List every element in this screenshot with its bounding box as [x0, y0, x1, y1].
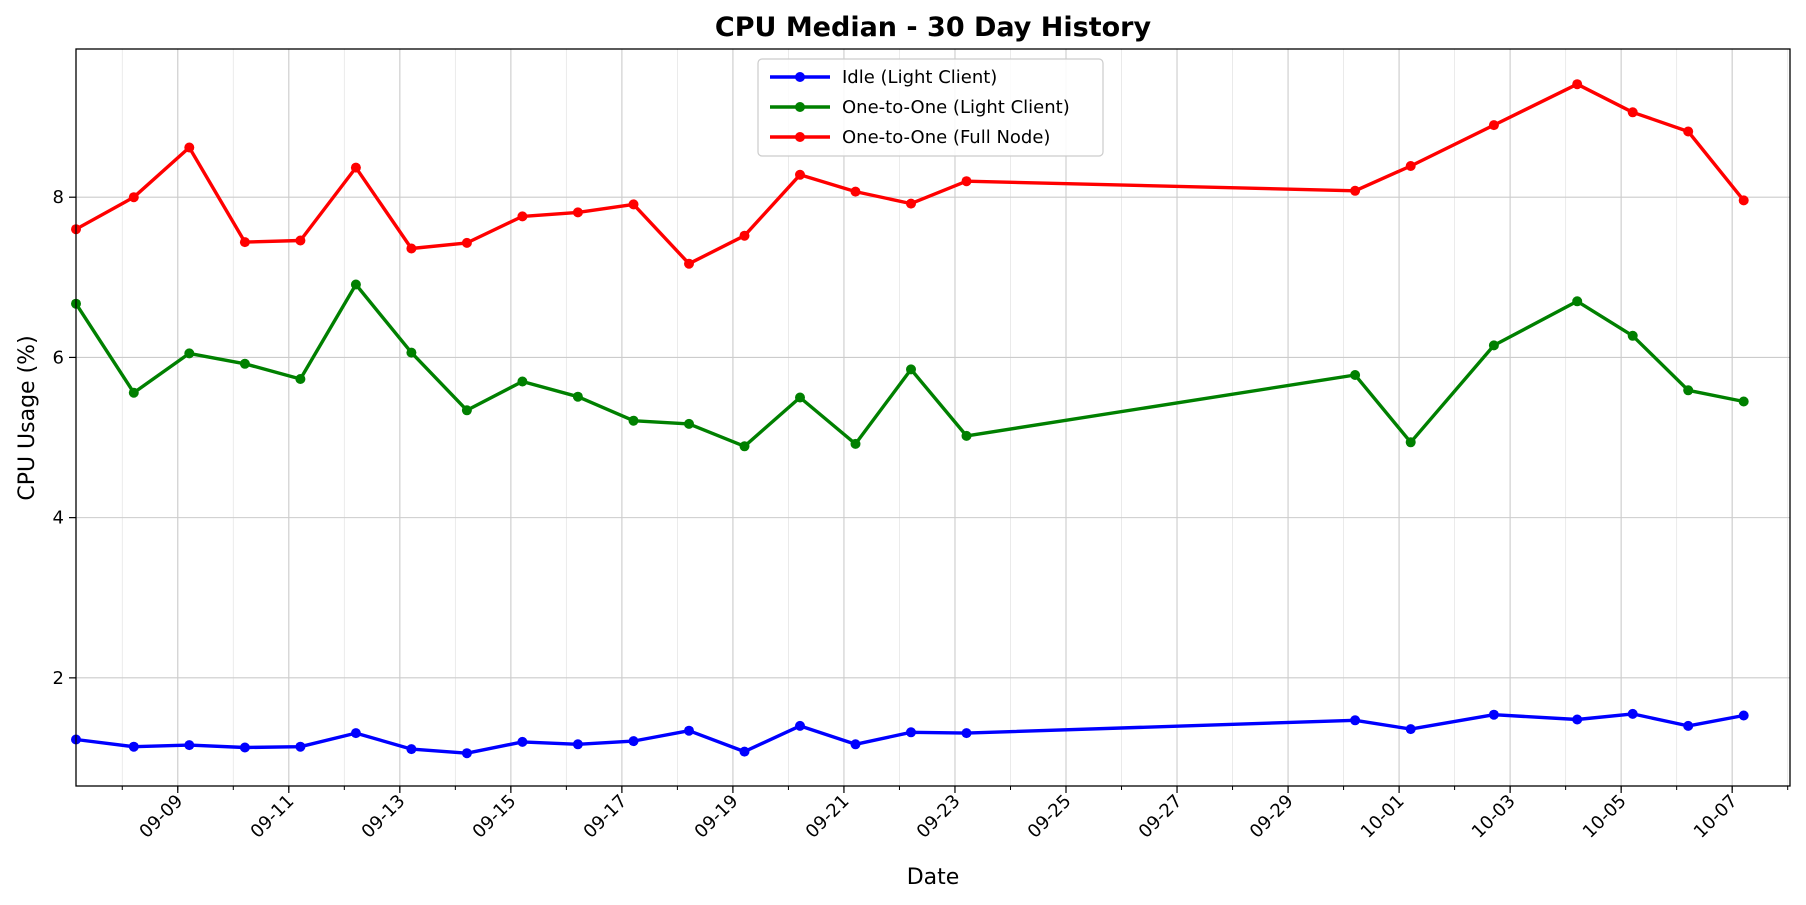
data-point	[572, 207, 583, 218]
data-point	[906, 198, 916, 209]
series-3	[71, 79, 1749, 269]
series-line	[74, 282, 1745, 448]
data-point	[239, 237, 250, 248]
data-point	[628, 199, 639, 210]
data-point	[739, 441, 750, 452]
legend-item: One-to-One (Full Node)	[770, 127, 1050, 148]
data-point	[461, 405, 472, 416]
data-point	[1738, 195, 1749, 206]
data-point	[295, 374, 306, 384]
data-point	[1405, 724, 1416, 735]
legend-marker	[795, 132, 805, 142]
data-point	[906, 727, 916, 738]
legend-marker	[795, 72, 805, 82]
data-point	[1350, 715, 1361, 726]
y-tick-label: 2	[53, 668, 64, 689]
data-point	[906, 364, 916, 375]
data-point	[517, 376, 528, 387]
data-point	[684, 418, 694, 429]
y-tick-label: 8	[53, 187, 64, 208]
data-point	[1572, 79, 1583, 90]
data-point	[1350, 370, 1361, 380]
data-point	[628, 736, 639, 747]
data-point	[350, 728, 361, 739]
data-point	[295, 741, 306, 752]
data-point	[461, 237, 472, 248]
data-point	[350, 279, 361, 290]
data-point	[295, 235, 306, 246]
data-point	[961, 430, 972, 441]
data-point	[795, 169, 805, 180]
data-point	[128, 192, 139, 203]
series-line	[75, 712, 1745, 755]
chart-title: CPU Median - 30 Day History	[715, 12, 1152, 43]
data-point	[572, 391, 583, 402]
data-point	[184, 142, 195, 153]
data-point	[128, 387, 139, 398]
data-point	[628, 415, 639, 426]
data-point	[1350, 185, 1361, 196]
data-point	[1405, 161, 1416, 171]
data-point	[961, 728, 972, 739]
data-point	[184, 348, 195, 359]
data-point	[1683, 720, 1694, 731]
data-point	[1738, 710, 1749, 721]
data-point	[1405, 437, 1416, 448]
data-point	[850, 186, 861, 197]
legend-item: Idle (Light Client)	[770, 67, 997, 88]
major-gridlines	[76, 49, 1790, 786]
data-point	[684, 258, 694, 269]
data-point	[184, 740, 195, 751]
legend-marker	[795, 102, 805, 112]
legend-box	[757, 58, 1104, 157]
data-point	[572, 739, 583, 750]
data-point	[795, 720, 805, 731]
legend-label: One-to-One (Full Node)	[842, 127, 1050, 148]
plot-frame	[75, 48, 1791, 787]
data-point	[1627, 708, 1638, 719]
data-point	[850, 739, 861, 750]
x-axis-label: Date	[907, 865, 960, 890]
series-layer	[71, 79, 1749, 759]
data-point	[517, 736, 528, 747]
legend-label: Idle (Light Client)	[842, 67, 997, 88]
data-point	[517, 211, 528, 222]
data-point	[1488, 709, 1499, 720]
legend: Idle (Light Client) One-to-One (Light Cli…	[757, 58, 1104, 157]
data-point	[406, 243, 417, 254]
data-point	[128, 741, 139, 752]
series-line	[75, 82, 1746, 266]
data-point	[461, 748, 472, 759]
data-point	[406, 347, 417, 358]
data-point	[739, 746, 750, 757]
data-point	[850, 438, 861, 449]
data-point	[795, 392, 805, 403]
y-axis-label: CPU Usage (%)	[15, 335, 40, 500]
data-point	[239, 358, 250, 369]
data-point	[1738, 396, 1749, 407]
data-point	[406, 744, 417, 755]
data-point	[239, 742, 250, 753]
data-point	[1572, 296, 1583, 307]
y-tick-label: 6	[53, 347, 64, 368]
legend-label: One-to-One (Light Client)	[842, 97, 1070, 118]
data-point	[1627, 330, 1638, 341]
data-point	[350, 162, 361, 173]
series-2	[71, 279, 1749, 452]
data-point	[1627, 107, 1638, 118]
data-point	[1488, 120, 1499, 131]
y-tick-label: 4	[53, 508, 64, 529]
data-point	[684, 725, 694, 736]
legend-item: One-to-One (Light Client)	[770, 97, 1070, 118]
data-point	[1683, 385, 1694, 396]
series-1	[71, 708, 1749, 759]
data-point	[739, 230, 750, 241]
data-point	[1572, 714, 1583, 725]
data-point	[1683, 126, 1694, 137]
data-point	[1488, 340, 1499, 351]
data-point	[961, 176, 972, 187]
